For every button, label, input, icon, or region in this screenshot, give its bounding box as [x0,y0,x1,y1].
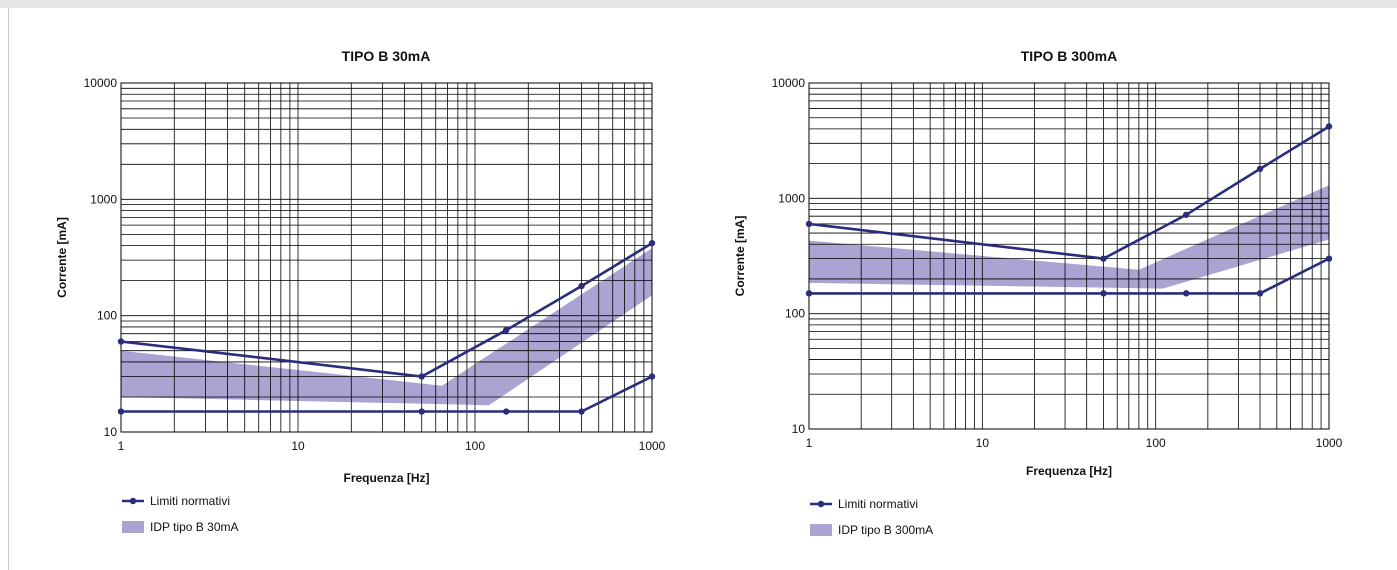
limit-point [117,408,125,415]
limit-point [502,408,510,415]
legend-band-swatch [810,524,832,536]
limit-point [1100,290,1107,297]
x-axis-label: Frequenza [Hz] [1026,464,1112,478]
y-axis-label: Corrente [mA] [55,217,69,298]
limit-point [502,327,510,334]
y-tick-label: 10000 [84,76,118,90]
limit-point [117,338,125,345]
limit-point [578,282,585,290]
limit-point [1182,211,1190,218]
y-tick-label: 10 [104,425,118,439]
limit-point [1325,123,1333,130]
x-tick-label: 1 [806,436,813,450]
chart-title: TIPO B 300mA [1021,48,1117,64]
limit-point [1256,290,1264,297]
limit-point [1256,165,1264,173]
x-tick-label: 1000 [1316,436,1343,450]
x-tick-label: 10 [291,439,305,453]
top-bar [0,0,1397,8]
y-tick-label: 100 [97,309,117,323]
x-tick-label: 100 [465,439,485,453]
legend-label-idp: IDP tipo B 30mA [150,520,239,534]
limit-point [648,239,656,247]
x-tick-label: 100 [1146,436,1166,450]
limit-point [418,408,425,415]
x-tick-label: 1000 [639,439,666,453]
idp-band [809,185,1329,289]
limit-point [1325,255,1333,262]
x-axis-label: Frequenza [Hz] [343,471,429,485]
limit-point [418,373,425,380]
limit-point [1100,255,1107,262]
limit-point [805,290,813,297]
grid [808,82,1330,430]
y-tick-label: 10000 [772,76,806,90]
limit-point [805,220,813,228]
chart-title: TIPO B 30mA [342,48,431,64]
legend: Limiti normativi IDP tipo B 30mA [122,494,239,534]
x-tick-label: 10 [976,436,990,450]
limit-point [648,373,656,380]
left-border [8,8,9,570]
y-axis-label: Corrente [mA] [733,216,747,297]
legend-label-idp: IDP tipo B 300mA [838,523,933,537]
y-tick-label: 1000 [778,191,805,205]
y-tick-label: 100 [785,307,805,321]
idp-band [121,248,652,406]
limit-point [578,408,585,415]
y-tick-label: 1000 [90,192,117,206]
x-tick-label: 1 [118,439,125,453]
legend: Limiti normativi IDP tipo B 300mA [810,497,933,537]
legend-label-limiti: Limiti normativi [150,494,230,508]
y-tick-label: 10 [792,422,806,436]
legend-band-swatch [122,521,144,533]
limit-point [1182,290,1190,297]
legend-point-swatch [817,500,825,508]
legend-point-swatch [129,497,137,505]
legend-label-limiti: Limiti normativi [838,497,918,511]
grid [120,82,653,433]
plot-frame [120,82,653,433]
